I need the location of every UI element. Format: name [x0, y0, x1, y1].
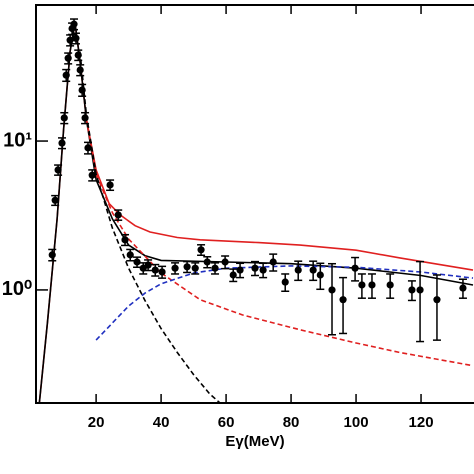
data-point	[48, 251, 56, 259]
x-tick-label: 120	[409, 414, 434, 431]
data-point	[203, 258, 211, 266]
data-point	[74, 51, 82, 59]
x-tick-label: 60	[218, 414, 235, 431]
data-point	[106, 181, 114, 189]
data-point	[51, 196, 59, 204]
data-point	[433, 296, 441, 304]
data-point	[84, 144, 92, 152]
data-point	[269, 258, 277, 266]
x-tick-label: 100	[344, 414, 369, 431]
data-point	[339, 296, 347, 304]
data-point	[60, 114, 68, 122]
data-point	[294, 266, 302, 274]
data-point	[351, 264, 359, 272]
data-point	[62, 71, 70, 79]
data-point	[229, 271, 237, 279]
data-point	[408, 286, 416, 294]
curve	[38, 22, 474, 403]
data-point	[70, 20, 78, 28]
data-point	[281, 278, 289, 286]
y-tick-label: 10¹	[3, 129, 32, 151]
data-point	[151, 266, 159, 274]
data-point	[386, 281, 394, 289]
y-tick-label: 10⁰	[2, 278, 32, 300]
data-point	[416, 286, 424, 294]
curve	[79, 51, 221, 403]
curve	[95, 265, 474, 341]
data-point	[114, 211, 122, 219]
data-point	[76, 66, 84, 74]
data-point	[54, 166, 62, 174]
data-point	[64, 54, 72, 62]
data-point	[133, 258, 141, 266]
data-point	[171, 264, 179, 272]
plot-frame	[35, 4, 474, 404]
data-point	[328, 286, 336, 294]
data-point	[126, 251, 134, 259]
data-point	[211, 264, 219, 272]
x-tick-label: 80	[283, 414, 300, 431]
data-point	[259, 266, 267, 274]
data-point	[316, 271, 324, 279]
data-point	[66, 36, 74, 44]
curve	[38, 22, 474, 403]
data-point	[251, 264, 259, 272]
data-point	[88, 171, 96, 179]
curve	[85, 119, 474, 367]
x-axis-label: Eγ(MeV)	[225, 433, 284, 450]
data-point	[158, 268, 166, 276]
data-point	[358, 281, 366, 289]
data-point	[309, 266, 317, 274]
x-tick-label: 20	[88, 414, 105, 431]
data-point	[221, 258, 229, 266]
data-point	[191, 264, 199, 272]
data-point	[58, 139, 66, 147]
data-point	[459, 284, 467, 292]
data-point	[368, 281, 376, 289]
data-point	[144, 261, 152, 269]
data-point	[236, 266, 244, 274]
x-tick-label: 40	[153, 414, 170, 431]
plot-area	[38, 18, 474, 403]
data-point	[121, 236, 129, 244]
data-point	[81, 114, 89, 122]
data-point	[183, 263, 191, 271]
data-point	[72, 34, 80, 42]
data-point	[78, 86, 86, 94]
data-point	[197, 246, 205, 254]
